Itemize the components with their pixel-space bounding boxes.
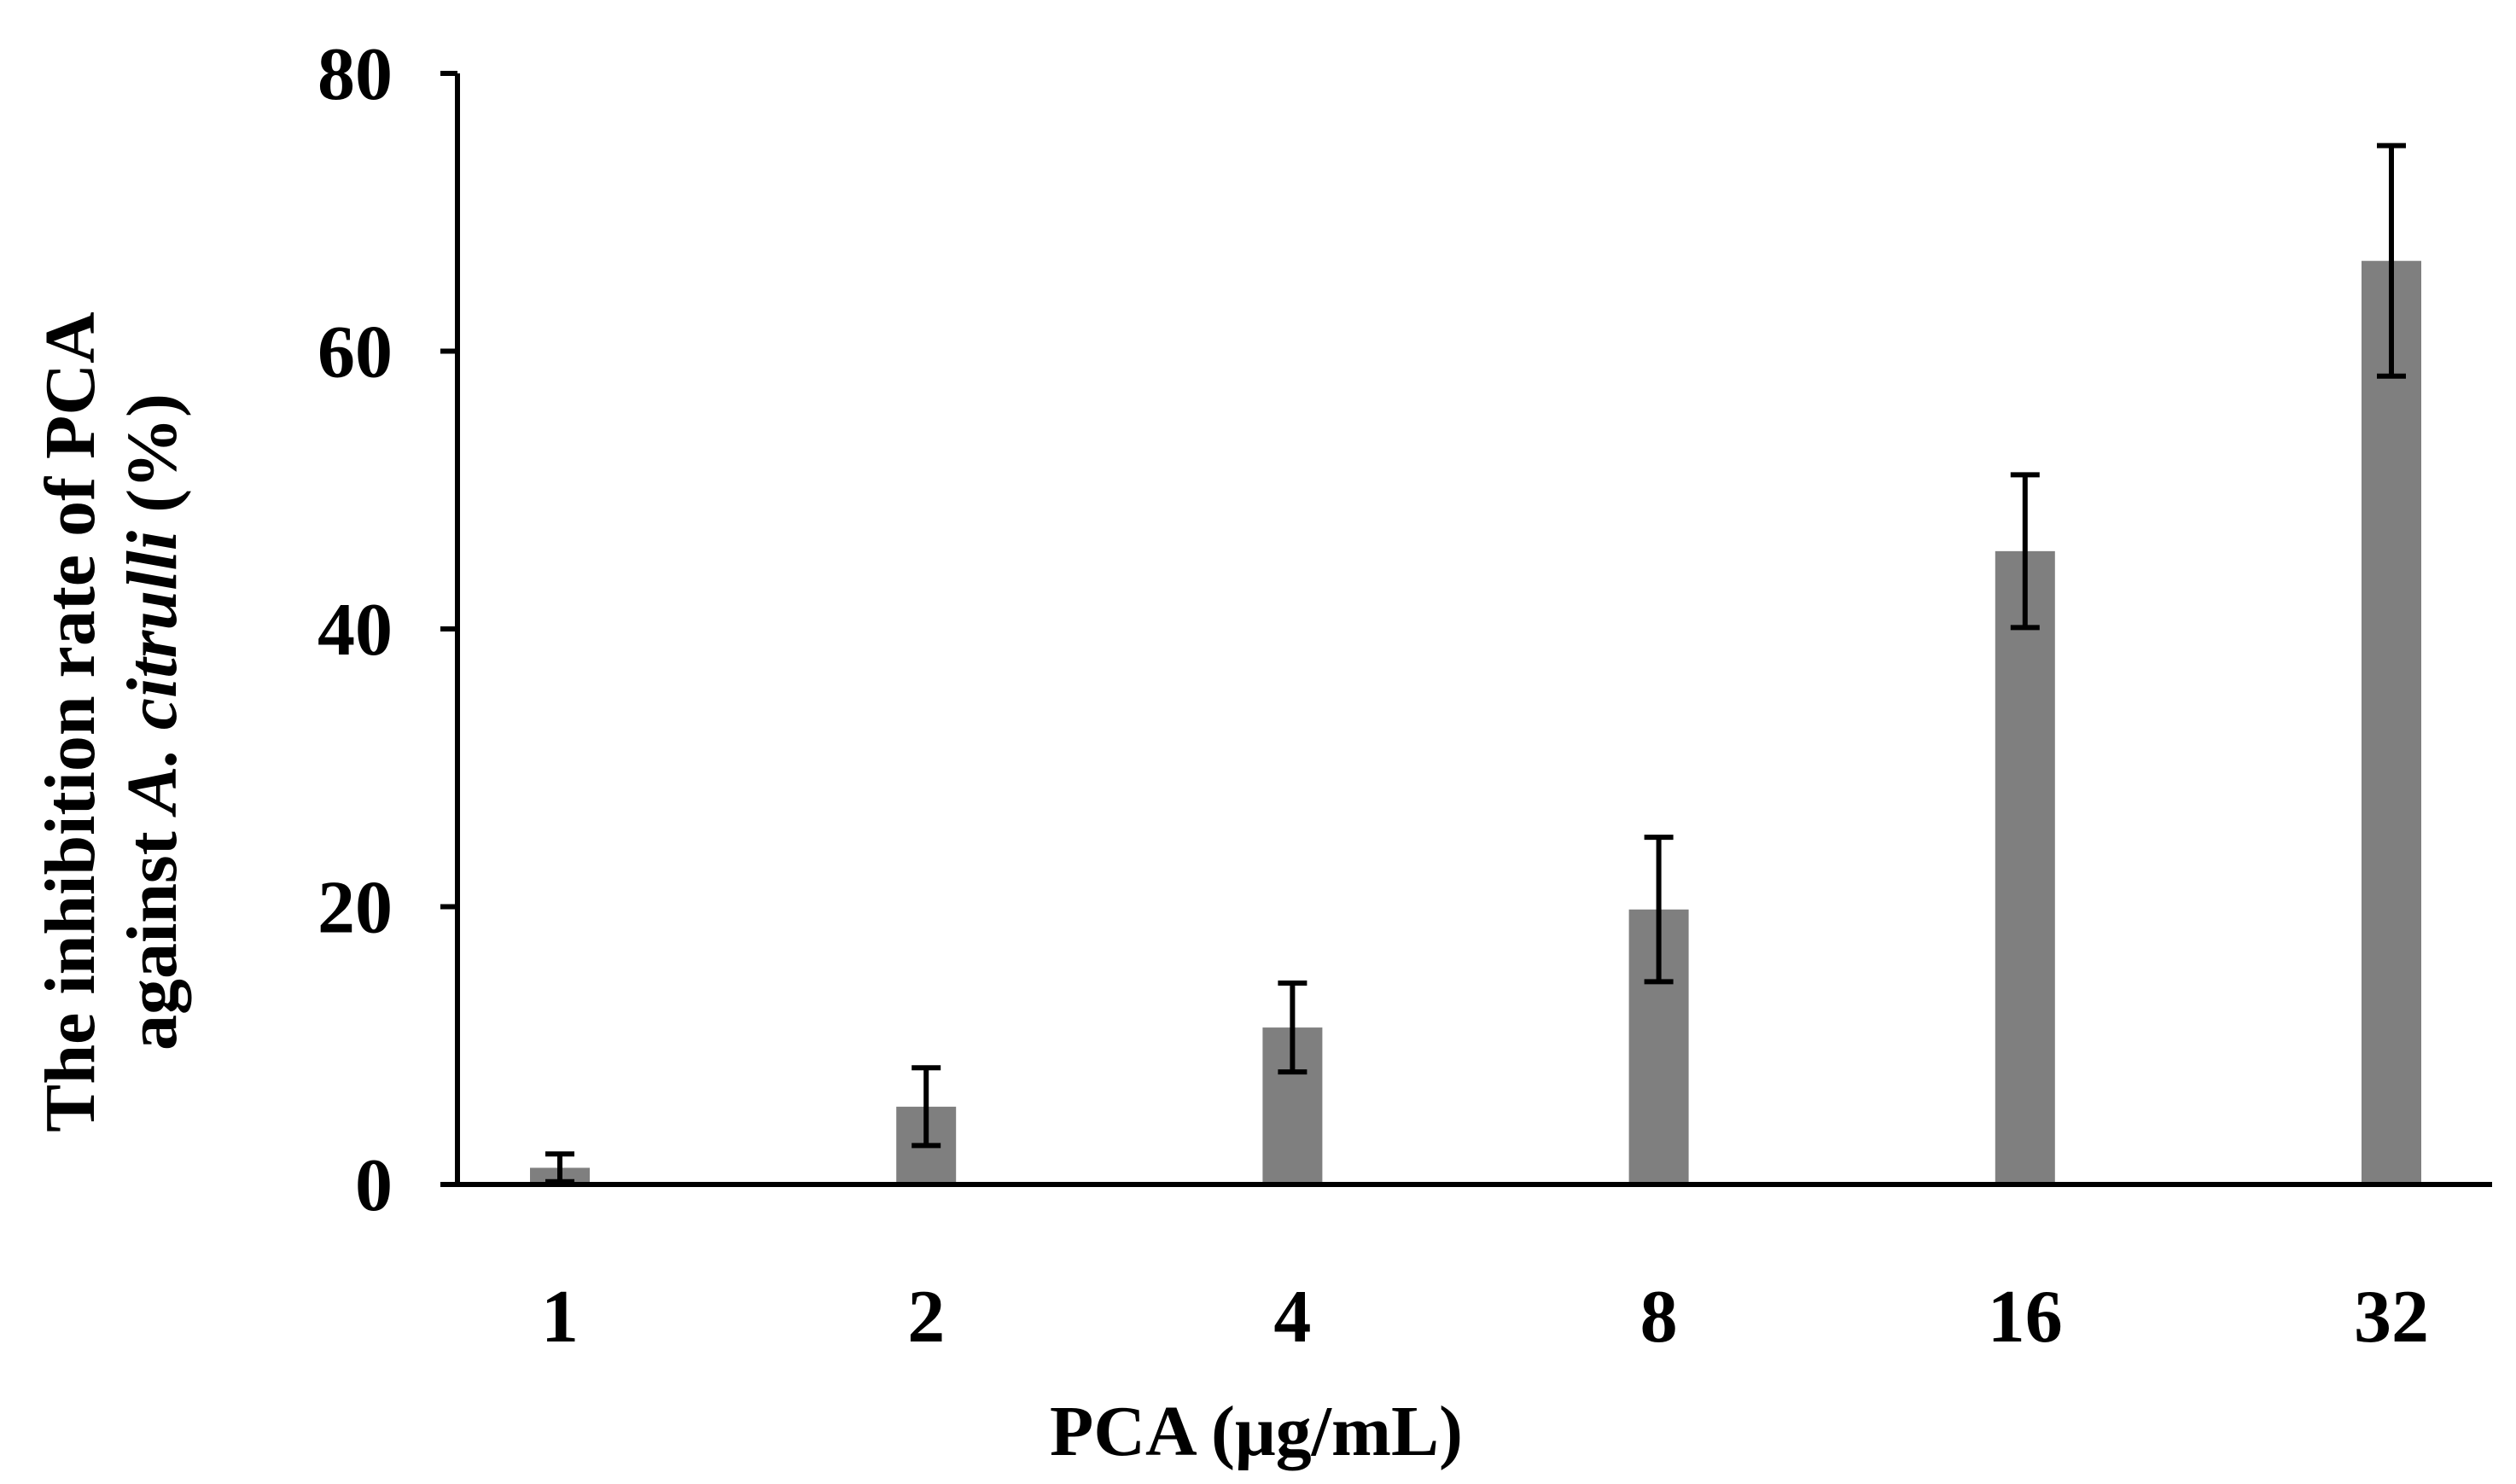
y-tick-label-20: 20 [317, 867, 393, 950]
y-axis-title-line2: against A. citrulli (%) [113, 393, 192, 1050]
bars-layer [530, 260, 2421, 1184]
y-tick-label-40: 40 [317, 589, 393, 672]
x-tick-label-4: 4 [1273, 1276, 1311, 1359]
x-tick-label-32: 32 [2354, 1276, 2429, 1359]
x-ticks-layer: 1 2 4 8 16 32 [541, 1276, 2429, 1359]
bar-16 [1995, 550, 2055, 1184]
x-tick-label-16: 16 [1988, 1276, 2063, 1359]
y-tick-label-80: 80 [317, 33, 393, 116]
x-tick-label-1: 1 [541, 1276, 579, 1359]
y-axis-title-line1: The inhibition rate of PCA [31, 311, 110, 1132]
y-axis-title-prefix: against [113, 813, 192, 1050]
bar-32 [2362, 260, 2421, 1184]
y-axis-title-suffix: (%) [113, 393, 192, 531]
y-axis-title-species: A. citrulli [113, 531, 192, 818]
y-axis-title: The inhibition rate of PCA against A. ci… [31, 311, 192, 1132]
x-tick-label-8: 8 [1640, 1276, 1678, 1359]
y-ticks-layer: 0 20 40 60 80 [317, 33, 457, 1227]
y-tick-label-60: 60 [317, 311, 393, 394]
x-axis-title: PCA (μg/mL) [1050, 1392, 1463, 1471]
x-tick-label-2: 2 [907, 1276, 945, 1359]
y-tick-label-0: 0 [355, 1144, 393, 1227]
error-bars-layer [545, 143, 2406, 1184]
